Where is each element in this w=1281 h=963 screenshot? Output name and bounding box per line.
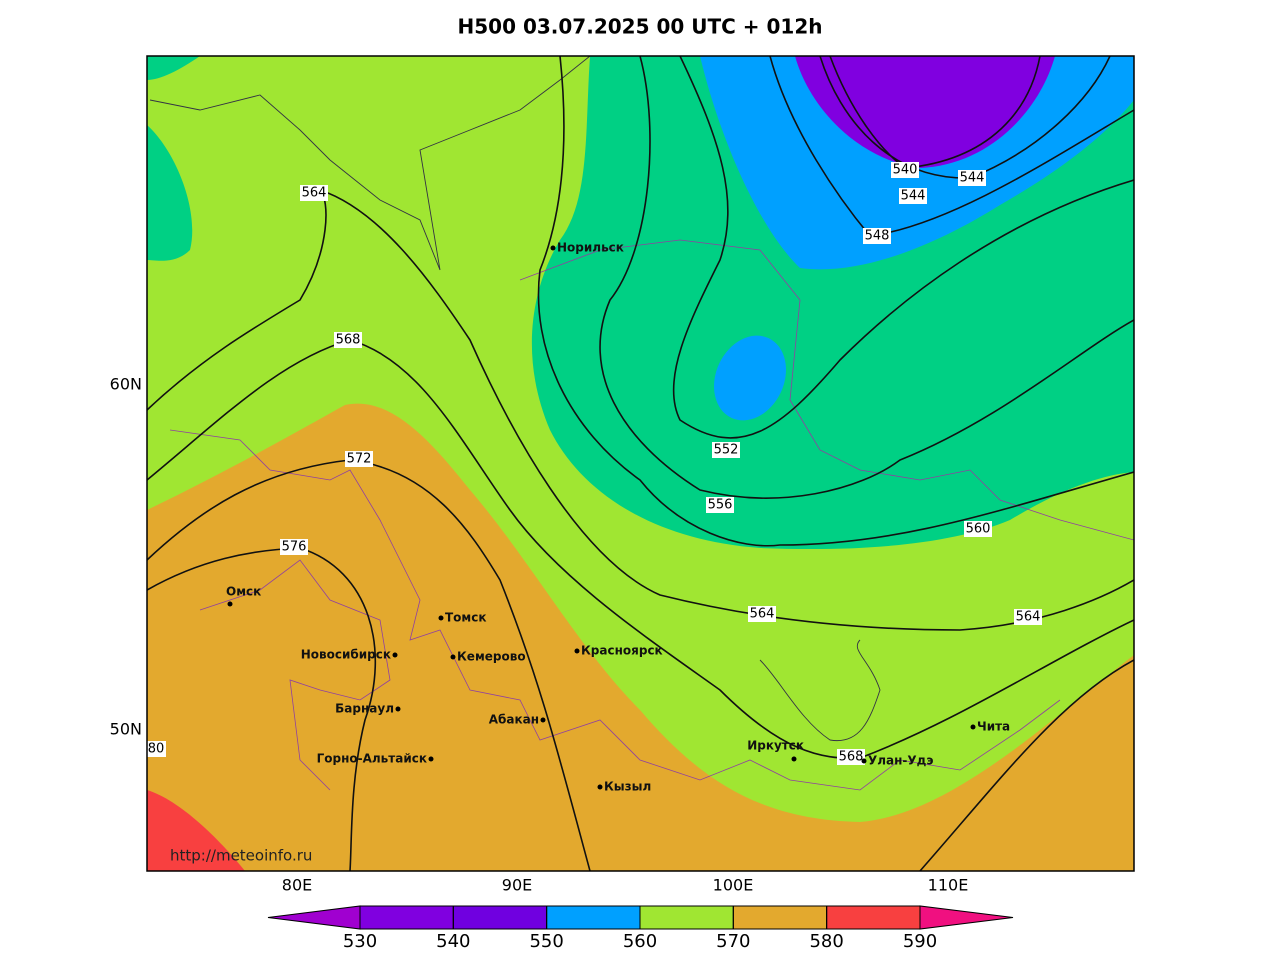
contour-label-bg [891,162,919,178]
borders [149,56,1134,791]
city-label: Горно-Альтайск [317,752,427,766]
contour-label-bg [1014,609,1042,625]
city-label: Абакан [489,713,539,727]
contour-label: 568 [336,333,361,348]
title: H500 03.07.2025 00 UTC + 012h [458,15,823,39]
city-label: Барнаул [335,702,394,716]
colorbar-under [267,905,361,930]
contour-label: 548 [865,229,890,244]
contour-label-bg [345,451,373,467]
colorbar-tick-label: 590 [903,931,937,952]
city-label: Кызыл [604,780,651,794]
isohypses [147,56,1134,871]
map: 564 568 572 576 80 552 556 560 564 564 568 548 544 54… [147,56,1134,871]
lat-label: 60N [110,375,142,394]
city-marker [438,615,444,621]
city-marker [550,245,556,251]
contour-label: 556 [708,498,733,513]
lon-label: 90E [502,876,532,895]
city-marker [395,706,401,712]
contour-label-bg [334,332,362,348]
colorbar-bin [826,905,921,930]
colorbar-bin [452,905,548,930]
contour-label-bg [300,185,328,201]
contour-label-bg [147,741,166,757]
lon-label: 100E [713,876,754,895]
city-marker [597,784,603,790]
contour-label-bg [964,521,992,537]
colorbar-bin [639,905,734,930]
contour-label: 544 [960,171,985,186]
city-label: Новосибирск [301,648,391,662]
contour-label: 572 [347,452,372,467]
lon-label: 80E [282,876,312,895]
contour-label: 568 [839,750,864,765]
contour-label: 560 [966,522,991,537]
field-580-590 [147,790,245,871]
city-marker [227,601,233,607]
axes: 60N 50N 80E 90E 100E 110E [110,375,969,895]
colorbar-tick-label: 540 [436,931,470,952]
colorbar-bin [546,905,641,930]
field-550-560-corner [147,56,200,80]
city-label: Кемерово [457,650,526,664]
contour-label: 564 [1016,610,1041,625]
colorbar-tick-label: 580 [809,931,843,952]
lon-label: 110E [928,876,969,895]
city-label: Томск [445,611,487,625]
city-marker [428,756,434,762]
city-label: Красноярск [581,644,663,658]
contour-label-bg [706,497,734,513]
colorbar-tick-label: 570 [716,931,750,952]
city-label: Иркутск [747,739,804,753]
contour-label-bg [712,442,740,458]
city-marker [392,652,398,658]
colorbar-tick-label: 560 [623,931,657,952]
colorbar-over [919,905,1014,930]
city-marker [450,654,456,660]
map-frame [146,55,1135,872]
city-marker [574,648,580,654]
colorbar-tick-label: 550 [529,931,563,952]
contour-label: 576 [282,540,307,555]
contour-label-bg [748,606,776,622]
city-marker [540,717,546,723]
labels: 564 568 572 576 80 552 556 560 564 564 568 548 544 54… [147,162,1042,794]
lat-label: 50N [110,720,142,739]
contour-label-bg [837,749,865,765]
city-marker [970,724,976,730]
contour-label: 540 [893,163,918,178]
city-label: Норильск [557,241,624,255]
contour-label-bg [899,188,927,204]
city-label: Чита [977,720,1010,734]
contour-label: 564 [302,186,327,201]
colorbar: 530 540 550 560 570 580 590 [267,905,1014,952]
contour-label: 552 [714,443,739,458]
city-marker [791,756,797,762]
contour-label-bg [958,170,986,186]
city-label: Улан-Удэ [868,754,933,768]
contour-label: 564 [750,607,775,622]
city-marker [861,758,867,764]
contour-label: 544 [901,189,926,204]
field-570-580 [147,403,1134,871]
contour-label-bg [863,228,891,244]
field-550-560-west [147,125,193,261]
source-url: http://meteoinfo.ru [170,847,312,865]
contour-label: 80 [148,742,165,757]
field-540-550-blob [714,335,786,421]
contour-label-bg [280,539,308,555]
colorbar-tick-label: 530 [343,931,377,952]
city-label: Омск [226,585,261,599]
field-530-540 [795,56,1055,168]
colorbar-bin [732,905,828,930]
colorbar-bin [359,905,454,930]
